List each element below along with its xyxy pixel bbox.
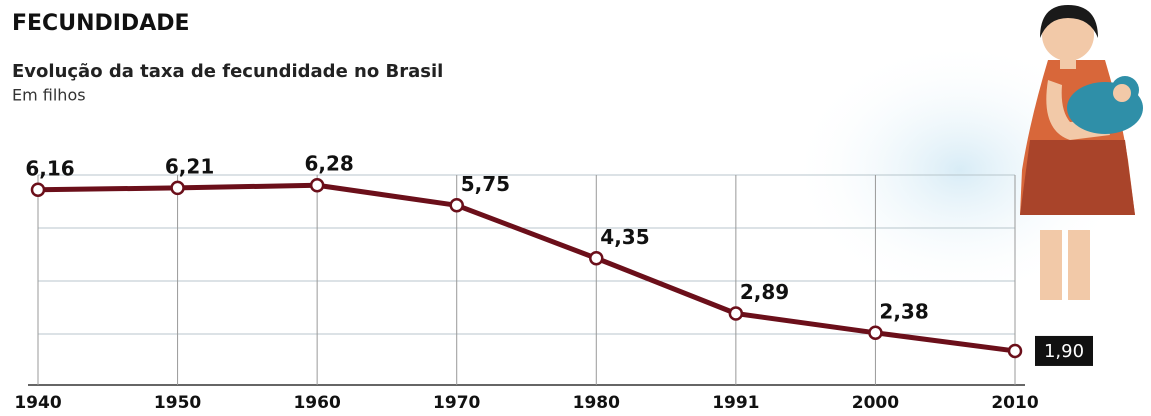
value-label: 1,90 [1044,341,1084,362]
data-point [589,251,604,266]
chart-subtitle: Evolução da taxa de fecundidade no Brasi… [12,61,443,82]
x-tick-label: 2010 [991,393,1038,412]
x-tick-label: 1991 [712,393,759,412]
value-label: 6,16 [25,156,74,180]
x-tick-label: 2000 [852,393,899,412]
value-label: 6,28 [304,152,353,176]
value-label: 2,38 [879,299,928,323]
data-point [728,306,744,321]
x-tick-label: 1970 [433,393,480,412]
value-label: 2,89 [740,280,789,304]
data-point [30,182,46,198]
data-line [37,182,1016,354]
x-tick-label: 1980 [573,393,620,412]
illustration [1020,5,1143,300]
unit-label: Em filhos [12,86,86,105]
data-point [449,198,464,213]
value-label: 4,35 [600,225,649,249]
value-label: 5,75 [461,172,510,196]
data-point [868,325,883,341]
x-tick-label: 1950 [154,393,201,412]
x-tick-label: 1940 [14,393,61,412]
value-label-box [1035,335,1093,366]
data-point [1007,343,1023,359]
data-point [309,177,325,193]
data-point [170,180,185,196]
chart-title: FECUNDIDADE [12,11,190,36]
x-tick-label: 1960 [293,393,340,412]
value-label: 6,21 [165,154,214,178]
